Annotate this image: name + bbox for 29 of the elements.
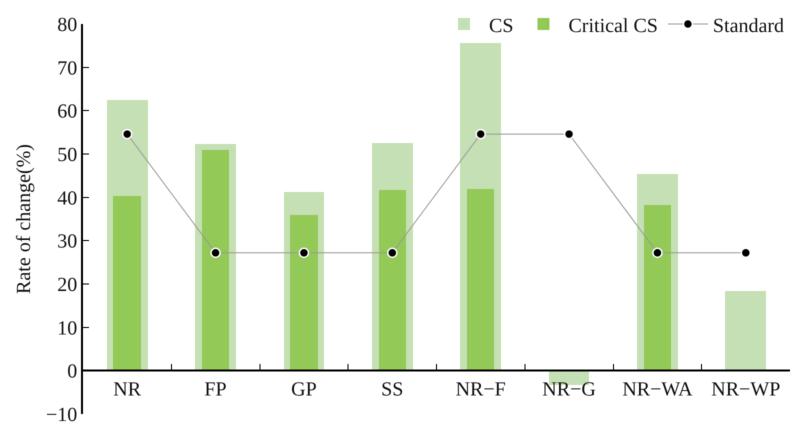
bar [202, 150, 229, 371]
bar [467, 189, 494, 371]
y-tick-label: 40 [57, 187, 78, 210]
legend-label: Critical CS [568, 14, 658, 37]
x-tick-label: NR−WP [711, 378, 780, 400]
y-tick-label: 20 [57, 274, 78, 296]
legend-label: Standard [712, 14, 784, 37]
legend-label: CS [489, 14, 514, 37]
bar [379, 190, 406, 371]
y-tick-label: 10 [57, 317, 78, 340]
bar [290, 215, 318, 371]
y-tick-label: 70 [57, 57, 78, 80]
x-tick-label: SS [381, 378, 404, 400]
y-tick-label: 50 [57, 144, 78, 166]
bar [113, 196, 141, 371]
y-tick-label: 30 [57, 230, 78, 253]
bar [644, 205, 671, 371]
y-axis-title: Rate of change(%) [12, 144, 35, 294]
x-tick-label: NR−F [456, 378, 506, 400]
x-tick-label: NR [113, 378, 142, 400]
x-tick-label: NR−G [542, 378, 596, 400]
x-tick-label: NR−WA [622, 378, 694, 400]
y-tick-label: 60 [57, 100, 78, 123]
y-tick-label: 80 [57, 14, 78, 36]
x-tick-label: GP [291, 378, 317, 400]
y-tick-label: −10 [46, 404, 78, 426]
x-tick-label: FP [204, 378, 227, 400]
y-tick-label: 0 [67, 360, 78, 383]
bar [725, 291, 766, 371]
